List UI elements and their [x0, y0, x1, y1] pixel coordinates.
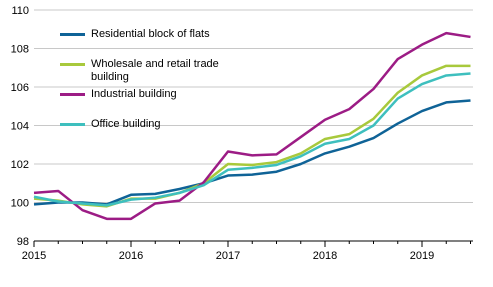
x-tick-label: 2015: [22, 250, 46, 262]
series-line: [33, 31, 471, 221]
legend-swatch: [60, 123, 85, 126]
series-line: [33, 72, 471, 207]
y-tick-label: 102: [11, 159, 29, 171]
y-tick-label: 108: [11, 44, 29, 56]
x-tick-label: 2018: [313, 250, 337, 262]
legend-swatch: [60, 93, 85, 96]
legend-label: Residential block of flats: [91, 28, 210, 40]
legend-label: Industrial building: [91, 88, 177, 100]
y-tick-label: 104: [11, 121, 29, 133]
series-line: [33, 99, 471, 206]
legend-label: Wholesale and retail trade building: [91, 58, 219, 83]
x-tick-label: 2017: [216, 250, 240, 262]
y-tick-label: 110: [11, 5, 29, 17]
legend-item: Office building: [60, 118, 241, 131]
legend-item: Wholesale and retail trade building: [60, 58, 241, 84]
y-tick-label: 106: [11, 82, 29, 94]
x-tick-label: 2016: [119, 250, 143, 262]
legend-item: Industrial building: [60, 88, 241, 101]
legend-label: Office building: [91, 118, 161, 130]
y-tick-label: 98: [17, 236, 29, 248]
x-tick-label: 2019: [410, 250, 434, 262]
legend-swatch: [60, 63, 85, 66]
y-tick-label: 100: [11, 198, 29, 210]
legend-item: Residential block of flats: [60, 28, 241, 41]
legend-swatch: [60, 33, 85, 36]
